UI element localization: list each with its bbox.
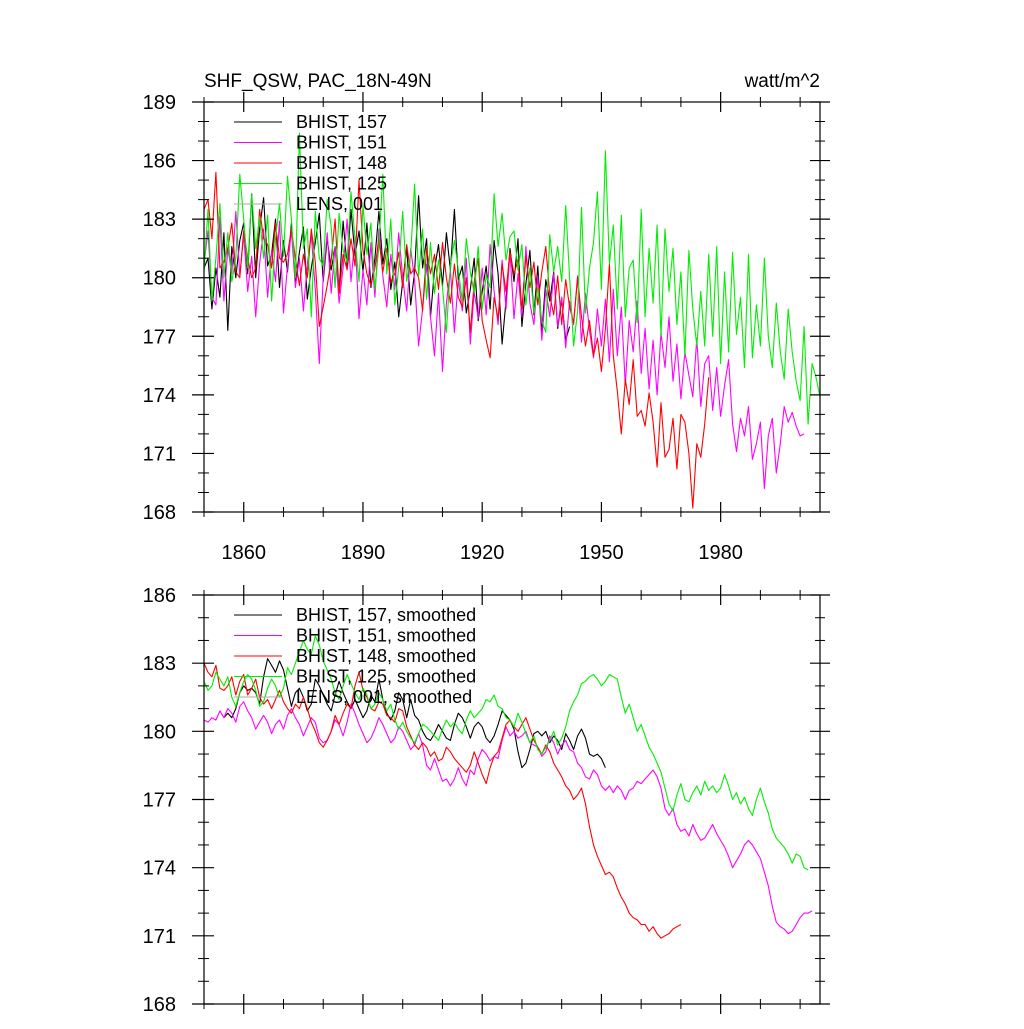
top-xtick-label: 1890: [341, 542, 386, 564]
bottom-legend-label: BHIST, 125, smoothed: [296, 667, 476, 687]
bottom-legend-label: LENS, 001, smoothed: [296, 687, 472, 707]
top-series-3-line: [204, 132, 820, 425]
units-label: watt/m^2: [744, 71, 820, 92]
top-plot-frame: [203, 101, 821, 513]
bottom-ytick-label: 180: [143, 721, 176, 743]
bottom-ytick-label: 171: [143, 926, 176, 948]
bottom-series-2-line: [204, 662, 682, 939]
top-ytick-label: 174: [143, 385, 176, 407]
bottom-legend-label: BHIST, 148, smoothed: [296, 646, 476, 666]
top-ytick-label: 171: [143, 443, 176, 465]
bottom-series-1-line: [204, 701, 813, 935]
top-legend-label: BHIST, 125: [296, 174, 387, 194]
top-legend-label: BHIST, 157: [296, 112, 387, 132]
top-ytick-label: 177: [143, 326, 176, 348]
top-xtick-label: 1860: [221, 542, 266, 564]
bottom-ytick-label: 177: [143, 790, 176, 812]
bottom-ytick-label: 186: [143, 585, 176, 607]
top-xtick-label: 1950: [579, 542, 624, 564]
bottom-series-3-line: [204, 635, 809, 871]
bottom-legend-label: BHIST, 151, smoothed: [296, 626, 476, 646]
top-ytick-label: 183: [143, 209, 176, 231]
top-legend-label: BHIST, 148: [296, 153, 387, 173]
top-ytick-label: 186: [143, 151, 176, 173]
top-ytick-label: 168: [143, 502, 176, 524]
top-ytick-label: 189: [143, 92, 176, 114]
top-series-2-line: [204, 171, 710, 509]
chart-title: SHF_QSW, PAC_18N-49N: [204, 71, 432, 92]
top-xtick-label: 1980: [698, 542, 743, 564]
bottom-panel: 168 171 174 177 180 183 186 BHIST, 157, smoothe…: [143, 585, 830, 1016]
top-panel: 168 171 174 177 180 183 186 189 1860 1890 1920 1950…: [143, 92, 830, 564]
bottom-legend-label: BHIST, 157, smoothed: [296, 605, 476, 625]
bottom-ytick-label: 174: [143, 858, 176, 880]
bottom-ytick-label: 168: [143, 994, 176, 1016]
top-legend-label: BHIST, 151: [296, 133, 387, 153]
top-series-1-line: [204, 210, 805, 490]
bottom-series-0-line: [223, 658, 606, 769]
top-xtick-label: 1920: [460, 542, 505, 564]
top-ytick-label: 180: [143, 268, 176, 290]
top-legend-label: LENS, 001: [296, 194, 383, 214]
bottom-ytick-label: 183: [143, 653, 176, 675]
